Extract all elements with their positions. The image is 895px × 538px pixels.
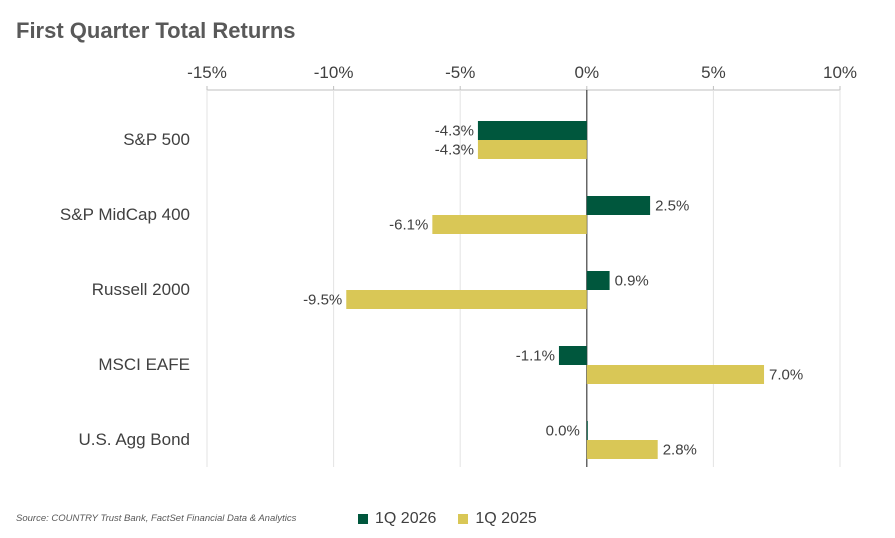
x-tick-label: -5% [445,63,475,82]
data-label-1q-2026-msci-eafe: -1.1% [516,348,555,365]
legend-item-1q-2026: 1Q 2026 [358,510,436,528]
data-label-1q-2026-u-s-agg-bond: 0.0% [546,423,580,440]
data-label-1q-2026-russell-2000: 0.9% [615,273,649,290]
chart-title: First Quarter Total Returns [16,18,296,43]
legend-label: 1Q 2026 [375,510,437,527]
data-label-1q-2025-msci-eafe: 7.0% [769,367,803,384]
data-label-1q-2025-sandp-midcap-400: -6.1% [389,217,428,234]
legend-item-1q-2025: 1Q 2025 [458,510,537,528]
bar-1q-2025-msci-eafe [586,365,765,384]
data-label-1q-2026-sandp-500: -4.3% [435,123,474,140]
bars [346,121,765,459]
legend: 1Q 2026 1Q 2025 [358,510,559,528]
category-label-sandp-500: S&P 500 [123,130,190,149]
x-tick-label: -10% [314,63,354,82]
x-axis-ticks: -15% -10% -5% 0% 5% 10% [187,63,857,90]
bar-1q-2025-sandp-500 [477,140,587,159]
x-tick-label: 5% [701,63,726,82]
gridlines [206,89,841,467]
x-tick-label: -15% [187,63,227,82]
source-note: Source: COUNTRY Trust Bank, FactSet Fina… [16,513,297,524]
category-labels: S&P 500 S&P MidCap 400 Russell 2000 MSCI EA… [60,130,190,449]
data-label-1q-2025-u-s-agg-bond: 2.8% [663,442,697,459]
legend-label: 1Q 2025 [475,510,537,527]
data-label-1q-2025-russell-2000: -9.5% [303,292,342,309]
legend-swatch [358,514,368,524]
category-label-u-s-agg-bond: U.S. Agg Bond [78,430,190,449]
bar-1q-2026-msci-eafe [558,346,587,365]
bar-1q-2026-sandp-midcap-400 [586,196,651,215]
bar-1q-2025-u-s-agg-bond [586,440,658,459]
legend-swatch [458,514,469,524]
bar-1q-2026-russell-2000 [586,271,610,290]
data-labels: -4.3% -4.3% 2.5% -6.1% 0.9% -9.5% -1.1% 7.0% 0.0… [303,123,803,459]
bar-1q-2025-sandp-midcap-400 [432,215,587,234]
category-label-sandp-midcap-400: S&P MidCap 400 [60,205,190,224]
bar-1q-2026-sandp-500 [477,121,587,140]
data-label-1q-2026-sandp-midcap-400: 2.5% [655,198,689,215]
bar-1q-2025-russell-2000 [346,290,587,309]
category-label-msci-eafe: MSCI EAFE [98,355,190,374]
category-label-russell-2000: Russell 2000 [92,280,190,299]
data-label-1q-2025-sandp-500: -4.3% [435,142,474,159]
bar-1q-2026-u-s-agg-bond [586,421,588,440]
x-tick-label: 10% [823,63,857,82]
x-tick-label: 0% [575,63,600,82]
